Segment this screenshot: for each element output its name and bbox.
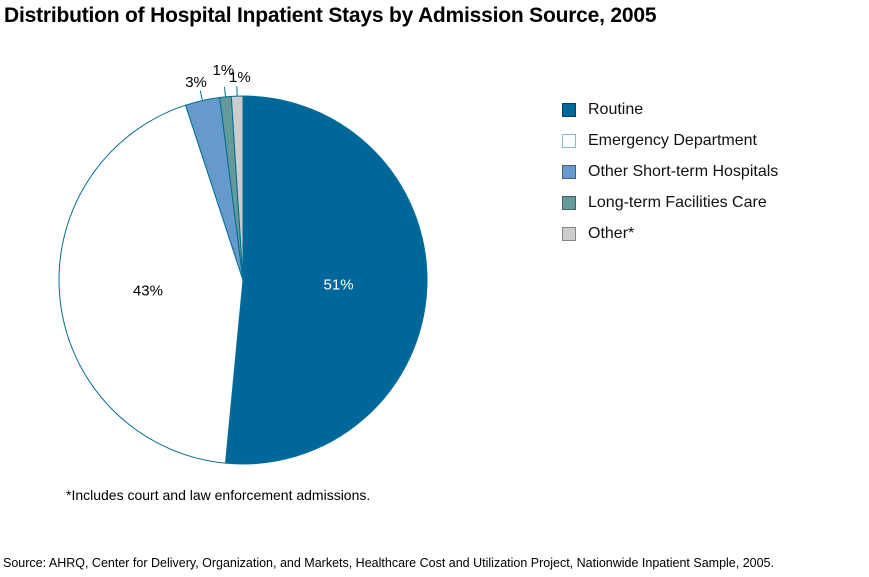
legend-swatch — [562, 195, 576, 210]
slice-label: 43% — [133, 283, 163, 300]
legend-label: Other Short-term Hospitals — [588, 162, 779, 180]
pie-slice — [58, 104, 244, 464]
legend-item-routine: Routine — [562, 94, 778, 125]
chart-title: Distribution of Hospital Inpatient Stays… — [4, 4, 657, 27]
legend-swatch — [562, 133, 576, 148]
slice-label: 51% — [324, 277, 354, 294]
source-note: Source: AHRQ, Center for Delivery, Organ… — [3, 556, 774, 570]
leader-line — [224, 86, 227, 97]
legend-swatch — [562, 226, 576, 241]
legend-item-other-short-term: Other Short-term Hospitals — [562, 156, 778, 187]
legend-item-other: Other* — [562, 218, 778, 249]
slice-label: 3% — [185, 74, 207, 91]
pie-slice — [230, 95, 244, 281]
footnote: *Includes court and law enforcement admi… — [66, 487, 371, 503]
legend-label: Routine — [588, 100, 644, 118]
slice-label: 1% — [213, 62, 235, 79]
legend-label: Long-term Facilities Care — [588, 193, 767, 211]
leader-line — [199, 90, 203, 101]
legend-label: Emergency Department — [588, 131, 757, 149]
legend: Routine Emergency Department Other Short… — [562, 94, 778, 249]
pie-slice — [224, 95, 428, 465]
legend-item-emergency: Emergency Department — [562, 125, 778, 156]
legend-swatch — [562, 102, 576, 117]
slice-label: 1% — [229, 69, 251, 86]
legend-label: Other* — [588, 224, 635, 242]
legend-swatch — [562, 164, 576, 179]
legend-item-long-term: Long-term Facilities Care — [562, 187, 778, 218]
